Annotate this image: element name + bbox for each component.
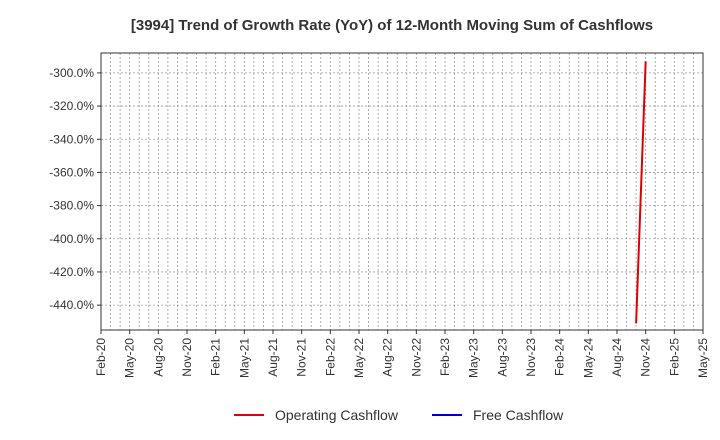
y-axis: -300.0% -320.0% -340.0% -360.0% -380.0% -400.…: [49, 66, 101, 312]
x-tick-label: Feb-21: [209, 338, 223, 376]
x-tick-label: Aug-23: [495, 338, 509, 377]
y-tick-label: -420.0%: [49, 265, 94, 279]
x-tick-label: Feb-20: [94, 338, 108, 376]
plot-background: [101, 53, 703, 330]
y-tick-label: -400.0%: [49, 232, 94, 246]
x-tick-label: May-22: [352, 338, 366, 378]
y-tick-label: -340.0%: [49, 132, 94, 146]
x-tick-label: Aug-20: [151, 338, 165, 377]
series-line-operating-cashflow: [635, 61, 647, 324]
x-tick-label: May-24: [581, 338, 595, 378]
x-tick-label: Nov-24: [639, 338, 653, 377]
x-tick-label: Feb-23: [438, 338, 452, 376]
y-tick-label: -360.0%: [49, 165, 94, 179]
y-tick-label: -380.0%: [49, 199, 94, 213]
x-tick-label: May-21: [237, 338, 251, 378]
x-tick-label: Nov-22: [409, 338, 423, 377]
y-tick-label: -320.0%: [49, 99, 94, 113]
grid: [101, 53, 703, 330]
x-tick-label: Feb-22: [323, 338, 337, 376]
plot-frame: [100, 52, 704, 331]
x-tick-label: May-23: [467, 338, 481, 378]
x-tick-label: Nov-23: [524, 338, 538, 377]
x-tick-label: Aug-24: [610, 338, 624, 377]
x-tick-label: May-25: [696, 338, 710, 378]
chart-title: [3994] Trend of Growth Rate (YoY) of 12-…: [131, 17, 653, 34]
legend-label-free-cashflow: Free Cashflow: [473, 407, 564, 423]
x-tick-label: Aug-21: [266, 338, 280, 377]
legend: Operating Cashflow Free Cashflow: [234, 407, 564, 423]
x-tick-label: Nov-20: [180, 338, 194, 377]
x-tick-label: Aug-22: [381, 338, 395, 377]
x-tick-label: Nov-21: [295, 338, 309, 377]
x-axis: Feb-20 May-20 Aug-20 Nov-20 Feb-21 May-21 Aug-…: [94, 330, 710, 378]
x-tick-label: May-20: [123, 338, 137, 378]
series-layer: [635, 61, 647, 324]
y-tick-label: -440.0%: [49, 298, 94, 312]
legend-label-operating-cashflow: Operating Cashflow: [275, 407, 399, 423]
y-tick-label: -300.0%: [49, 66, 94, 80]
x-tick-label: Feb-25: [667, 338, 681, 376]
x-tick-label: Feb-24: [553, 338, 567, 376]
